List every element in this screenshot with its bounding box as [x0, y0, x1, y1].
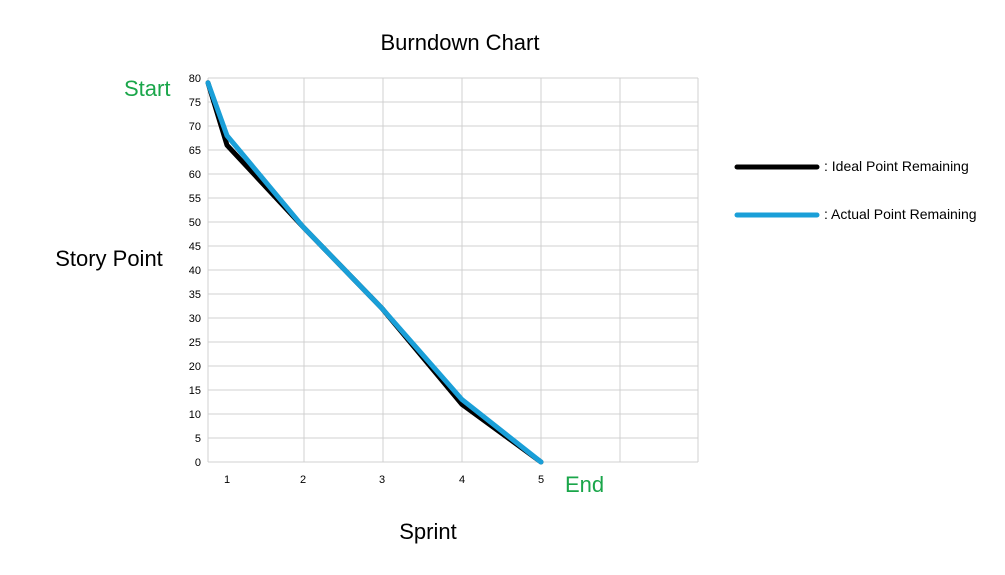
y-tick-label: 0 — [195, 457, 201, 469]
y-tick-label: 45 — [189, 241, 201, 253]
y-tick-label: 50 — [189, 217, 201, 229]
y-tick-label: 15 — [189, 385, 201, 397]
y-tick-label: 5 — [195, 433, 201, 445]
legend: : Ideal Point Remaining : Actual Point Re… — [734, 158, 977, 222]
legend-label: : Actual Point Remaining — [824, 206, 977, 222]
x-tick-label: 5 — [538, 474, 544, 486]
y-tick-label: 55 — [189, 193, 201, 205]
end-annotation: End — [565, 472, 604, 497]
y-tick-label: 35 — [189, 289, 201, 301]
x-tick-label: 4 — [459, 474, 465, 486]
y-tick-label: 10 — [189, 409, 201, 421]
y-tick-label: 25 — [189, 337, 201, 349]
y-tick-label: 70 — [189, 121, 201, 133]
series-lines — [205, 80, 544, 465]
y-tick-label: 20 — [189, 361, 201, 373]
series-line-ideal — [205, 80, 544, 465]
y-tick-label: 60 — [189, 169, 201, 181]
chart-title: Burndown Chart — [381, 30, 540, 55]
x-tick-label: 3 — [379, 474, 385, 486]
legend-label: : Ideal Point Remaining — [824, 158, 969, 174]
y-tick-label: 65 — [189, 145, 201, 157]
grid — [207, 77, 699, 463]
y-tick-label: 75 — [189, 97, 201, 109]
start-annotation: Start — [124, 76, 170, 101]
x-tick-label: 1 — [224, 474, 230, 486]
x-axis-label: Sprint — [399, 519, 456, 544]
series-line-actual — [205, 80, 544, 465]
y-tick-label: 40 — [189, 265, 201, 277]
y-axis-label: Story Point — [55, 246, 163, 271]
y-tick-label: 80 — [189, 73, 201, 85]
x-tick-label: 2 — [300, 474, 306, 486]
y-tick-label: 30 — [189, 313, 201, 325]
